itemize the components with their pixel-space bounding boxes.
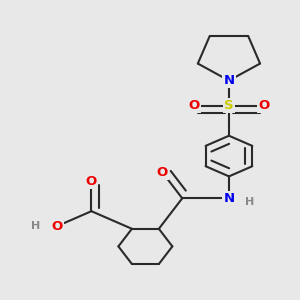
Text: H: H [32,221,40,231]
Text: O: O [51,220,63,233]
Text: O: O [86,175,97,188]
Text: O: O [258,99,270,112]
Text: S: S [224,99,234,112]
Text: O: O [157,166,168,179]
Text: H: H [245,197,255,207]
Text: O: O [188,99,200,112]
Text: N: N [224,192,235,205]
Text: N: N [224,74,235,87]
